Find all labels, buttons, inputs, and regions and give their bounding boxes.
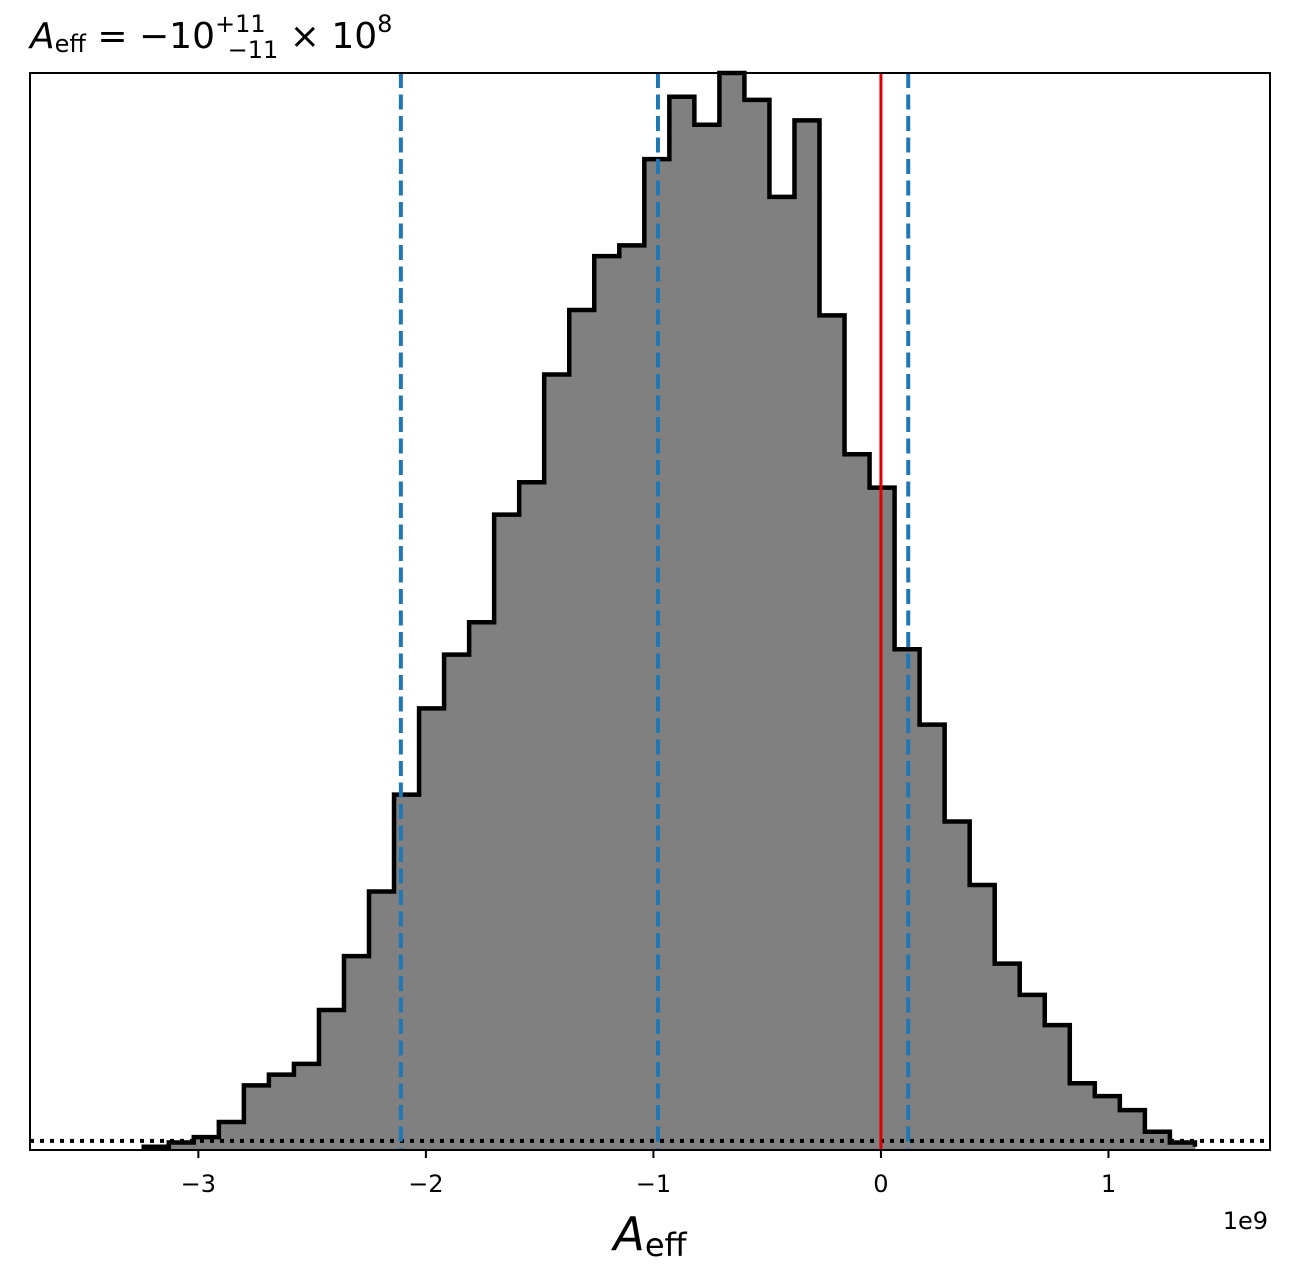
title-sup: +11 xyxy=(215,10,266,38)
histogram-bar xyxy=(419,708,445,1150)
histogram-bar xyxy=(744,99,770,1150)
histogram-bar xyxy=(268,1074,295,1150)
histogram-bar xyxy=(1144,1131,1171,1150)
histogram-bar xyxy=(293,1063,320,1150)
title-times: × 10 xyxy=(278,16,377,57)
histogram-bar xyxy=(243,1085,270,1150)
histogram-bar xyxy=(919,724,946,1150)
histogram-bar xyxy=(694,124,720,1150)
histogram-bar xyxy=(1094,1096,1121,1150)
x-offset-text: 1e9 xyxy=(1223,1207,1268,1235)
histogram-bar xyxy=(394,794,420,1150)
histogram-bar xyxy=(1169,1142,1196,1150)
histogram-bar xyxy=(844,454,871,1150)
histogram-bar xyxy=(469,622,495,1150)
x-ticks-layer: −3 −2 −1 0 1 xyxy=(181,1150,1116,1198)
histogram-bar xyxy=(343,956,370,1150)
reference-lines-layer xyxy=(30,73,1270,1150)
title-exponent: 8 xyxy=(377,10,392,38)
histogram-bar xyxy=(594,256,620,1151)
histogram-bar xyxy=(494,514,520,1150)
title-subscript: eff xyxy=(55,30,87,58)
histogram-bar xyxy=(994,963,1021,1150)
histogram-bar xyxy=(318,1009,345,1150)
histogram-bar xyxy=(1119,1110,1146,1150)
histogram-bar xyxy=(769,196,795,1151)
x-axis-label: Aeff xyxy=(610,1207,687,1264)
xlabel-symbol: A xyxy=(610,1207,644,1261)
x-tick-label: 0 xyxy=(873,1170,888,1198)
chart-title: Aeff = −10+11 −11 × 108 xyxy=(28,10,392,64)
x-tick-label: −2 xyxy=(408,1170,443,1198)
x-tick-label: 1 xyxy=(1101,1170,1116,1198)
title-sub: −11 xyxy=(228,36,279,64)
histogram-bar xyxy=(669,96,695,1151)
histogram-bar xyxy=(719,73,745,1150)
histogram-bar xyxy=(218,1121,245,1150)
histogram-bar xyxy=(944,821,971,1150)
x-tick-label: −1 xyxy=(636,1170,671,1198)
histogram-bar xyxy=(519,482,545,1150)
histogram-layer xyxy=(141,70,1198,1151)
title-value: = −10 xyxy=(86,16,215,57)
histogram-bar xyxy=(819,315,846,1150)
axes-frame xyxy=(29,72,1271,1151)
histogram-bar xyxy=(1044,1025,1071,1150)
histogram-outline xyxy=(141,70,1198,1150)
histogram-bar xyxy=(569,309,595,1150)
histogram-bar xyxy=(1019,994,1046,1150)
histogram-bar xyxy=(544,374,570,1150)
histogram-bar xyxy=(444,654,470,1150)
histogram-bar xyxy=(794,120,821,1151)
histogram-bar xyxy=(168,1142,195,1150)
x-tick-label: −3 xyxy=(181,1170,216,1198)
histogram-bar xyxy=(369,891,395,1150)
histogram-bar xyxy=(619,245,645,1150)
title-symbol: A xyxy=(28,16,55,57)
xlabel-subscript: eff xyxy=(645,1226,688,1264)
histogram-bar xyxy=(969,885,996,1150)
